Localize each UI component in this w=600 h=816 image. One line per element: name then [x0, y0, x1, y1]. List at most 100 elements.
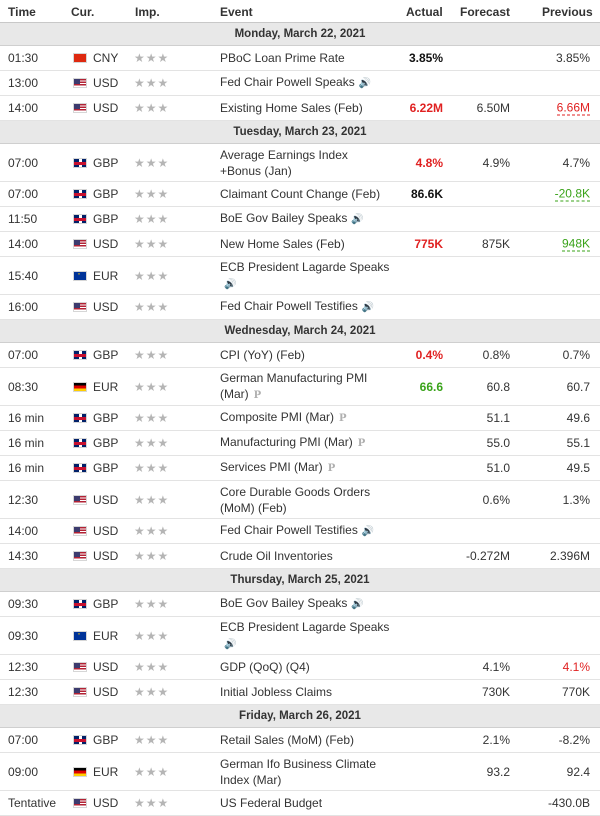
importance-stars-icon: ★★★: [134, 461, 170, 475]
event-title[interactable]: Fed Chair Powell Testifies: [220, 523, 358, 537]
calendar-table: Monday, March 22, 2021 01:30 CNY ★★★ PBoC Lo…: [0, 23, 600, 816]
event-name[interactable]: German Manufacturing PMI (Mar) P: [220, 370, 390, 404]
previous-value: 3.85%: [555, 51, 590, 65]
importance-stars-icon: ★★★: [134, 379, 170, 394]
event-name[interactable]: BoE Gov Bailey Speaks 🔊: [220, 210, 390, 228]
event-title[interactable]: Existing Home Sales (Feb): [220, 101, 363, 115]
event-title[interactable]: Retail Sales (MoM) (Feb): [220, 733, 355, 747]
event-title[interactable]: Claimant Count Change (Feb): [220, 187, 381, 201]
event-title[interactable]: BoE Gov Bailey Speaks: [220, 211, 348, 225]
table-row[interactable]: 16 min GBP ★★★ Composite PMI (Mar) P 51.1 49.6: [0, 406, 600, 431]
table-row[interactable]: 16 min GBP ★★★ Manufacturing PMI (Mar) P 55.0…: [0, 431, 600, 456]
flag-cny-icon: [73, 53, 87, 63]
event-name[interactable]: Manufacturing PMI (Mar) P: [220, 434, 390, 452]
currency-code: GBP: [93, 411, 119, 425]
event-name[interactable]: PBoC Loan Prime Rate: [220, 50, 390, 66]
event-time: 12:30: [8, 492, 39, 507]
table-row[interactable]: 09:30 EUR ★★★ ECB President Lagarde Speaks 🔊: [0, 617, 600, 655]
event-title[interactable]: GDP (QoQ) (Q4): [220, 660, 310, 674]
actual-value: 86.6K: [410, 187, 443, 201]
event-name[interactable]: Fed Chair Powell Testifies 🔊: [220, 522, 390, 540]
currency-code: USD: [93, 300, 119, 314]
forecast-value: 6.50M: [476, 101, 510, 115]
actual-value: 775K: [414, 237, 443, 251]
actual-value: 4.8%: [415, 155, 443, 170]
header-forecast: Forecast: [460, 5, 511, 19]
table-row[interactable]: 12:30 USD ★★★ Initial Jobless Claims 730K 770…: [0, 680, 600, 705]
event-name[interactable]: Average Earnings Index +Bonus (Jan): [220, 147, 390, 179]
importance-stars-icon: ★★★: [134, 101, 170, 115]
event-name[interactable]: ECB President Lagarde Speaks 🔊: [220, 259, 390, 293]
event-title[interactable]: New Home Sales (Feb): [220, 237, 345, 251]
table-row[interactable]: 14:00 USD ★★★ Existing Home Sales (Feb) 6.22…: [0, 96, 600, 121]
table-row[interactable]: 07:00 GBP ★★★ Retail Sales (MoM) (Feb) 2.1% -…: [0, 728, 600, 753]
table-row[interactable]: 07:00 GBP ★★★ Claimant Count Change (Feb) 86…: [0, 182, 600, 207]
event-name[interactable]: Crude Oil Inventories: [220, 548, 390, 564]
table-row[interactable]: 08:30 EUR ★★★ German Manufacturing PMI (Mar…: [0, 368, 600, 406]
event-title[interactable]: Crude Oil Inventories: [220, 549, 333, 563]
event-title[interactable]: Fed Chair Powell Speaks: [220, 75, 355, 89]
table-row[interactable]: 07:00 GBP ★★★ CPI (YoY) (Feb) 0.4% 0.8% 0.7%: [0, 343, 600, 368]
event-title[interactable]: US Federal Budget: [220, 796, 323, 810]
event-name[interactable]: CPI (YoY) (Feb): [220, 347, 390, 363]
event-name[interactable]: Services PMI (Mar) P: [220, 459, 390, 477]
event-time: 16 min: [8, 411, 45, 425]
table-row[interactable]: 01:30 CNY ★★★ PBoC Loan Prime Rate 3.85% 3.85…: [0, 46, 600, 71]
event-title[interactable]: Core Durable Goods Orders (MoM) (Feb): [220, 484, 371, 515]
flag-gbp-icon: [73, 413, 87, 423]
event-title[interactable]: CPI (YoY) (Feb): [220, 348, 305, 362]
table-row[interactable]: 11:50 GBP ★★★ BoE Gov Bailey Speaks 🔊: [0, 207, 600, 232]
event-title[interactable]: Manufacturing PMI (Mar): [220, 435, 353, 449]
event-title[interactable]: Fed Chair Powell Testifies: [220, 299, 358, 313]
table-row[interactable]: 16 min GBP ★★★ Services PMI (Mar) P 51.0 49.5: [0, 456, 600, 481]
event-title[interactable]: PBoC Loan Prime Rate: [220, 51, 345, 65]
table-row[interactable]: 15:40 EUR ★★★ ECB President Lagarde Speaks 🔊: [0, 257, 600, 295]
event-name[interactable]: New Home Sales (Feb): [220, 236, 390, 252]
preliminary-icon: P: [327, 463, 336, 474]
event-name[interactable]: BoE Gov Bailey Speaks 🔊: [220, 595, 390, 613]
table-row[interactable]: 12:30 USD ★★★ Core Durable Goods Orders (Mo…: [0, 481, 600, 519]
currency-code: USD: [93, 796, 119, 810]
day-header: Monday, March 22, 2021: [0, 23, 600, 46]
event-name[interactable]: Existing Home Sales (Feb): [220, 100, 390, 116]
event-title[interactable]: Average Earnings Index +Bonus (Jan): [220, 147, 348, 178]
event-title[interactable]: ECB President Lagarde Speaks: [220, 259, 390, 274]
event-time: 09:30: [8, 597, 39, 611]
event-title[interactable]: German Ifo Business Climate Index (Mar): [220, 756, 377, 787]
event-name[interactable]: Composite PMI (Mar) P: [220, 409, 390, 427]
table-row[interactable]: 16:00 USD ★★★ Fed Chair Powell Testifies 🔊: [0, 295, 600, 320]
currency-code: USD: [93, 524, 119, 538]
event-name[interactable]: German Ifo Business Climate Index (Mar): [220, 756, 390, 788]
event-name[interactable]: US Federal Budget: [220, 795, 390, 811]
importance-stars-icon: ★★★: [134, 660, 170, 674]
event-name[interactable]: Claimant Count Change (Feb): [220, 186, 390, 202]
event-name[interactable]: Fed Chair Powell Testifies 🔊: [220, 298, 390, 316]
event-name[interactable]: GDP (QoQ) (Q4): [220, 659, 390, 675]
table-row[interactable]: 14:30 USD ★★★ Crude Oil Inventories -0.272M 2…: [0, 544, 600, 569]
table-row[interactable]: 14:00 USD ★★★ New Home Sales (Feb) 775K 875K 9…: [0, 232, 600, 257]
table-row[interactable]: 14:00 USD ★★★ Fed Chair Powell Testifies 🔊: [0, 519, 600, 544]
table-row[interactable]: 13:00 USD ★★★ Fed Chair Powell Speaks 🔊: [0, 71, 600, 96]
importance-stars-icon: ★★★: [134, 524, 170, 538]
event-name[interactable]: ECB President Lagarde Speaks 🔊: [220, 619, 390, 653]
table-row[interactable]: Tentative USD ★★★ US Federal Budget -430.0B: [0, 791, 600, 816]
event-name[interactable]: Initial Jobless Claims: [220, 684, 390, 700]
table-row[interactable]: 12:30 USD ★★★ GDP (QoQ) (Q4) 4.1% 4.1%: [0, 655, 600, 680]
event-title[interactable]: Initial Jobless Claims: [220, 685, 333, 699]
event-title[interactable]: Composite PMI (Mar): [220, 410, 335, 424]
table-row[interactable]: 09:00 EUR ★★★ German Ifo Business Climate I…: [0, 753, 600, 791]
table-row[interactable]: 09:30 GBP ★★★ BoE Gov Bailey Speaks 🔊: [0, 592, 600, 617]
event-title[interactable]: German Manufacturing PMI (Mar): [220, 370, 368, 401]
table-row[interactable]: 07:00 GBP ★★★ Average Earnings Index +Bonus…: [0, 144, 600, 182]
speaker-icon: 🔊: [358, 78, 372, 89]
event-name[interactable]: Fed Chair Powell Speaks 🔊: [220, 74, 390, 92]
event-name[interactable]: Core Durable Goods Orders (MoM) (Feb): [220, 484, 390, 516]
day-header: Wednesday, March 24, 2021: [0, 320, 600, 343]
event-title[interactable]: ECB President Lagarde Speaks: [220, 619, 390, 634]
previous-value: 770K: [561, 685, 590, 699]
event-title[interactable]: BoE Gov Bailey Speaks: [220, 596, 348, 610]
importance-stars-icon: ★★★: [134, 212, 170, 226]
event-name[interactable]: Retail Sales (MoM) (Feb): [220, 732, 390, 748]
event-title[interactable]: Services PMI (Mar): [220, 460, 323, 474]
currency-code: USD: [93, 237, 119, 251]
